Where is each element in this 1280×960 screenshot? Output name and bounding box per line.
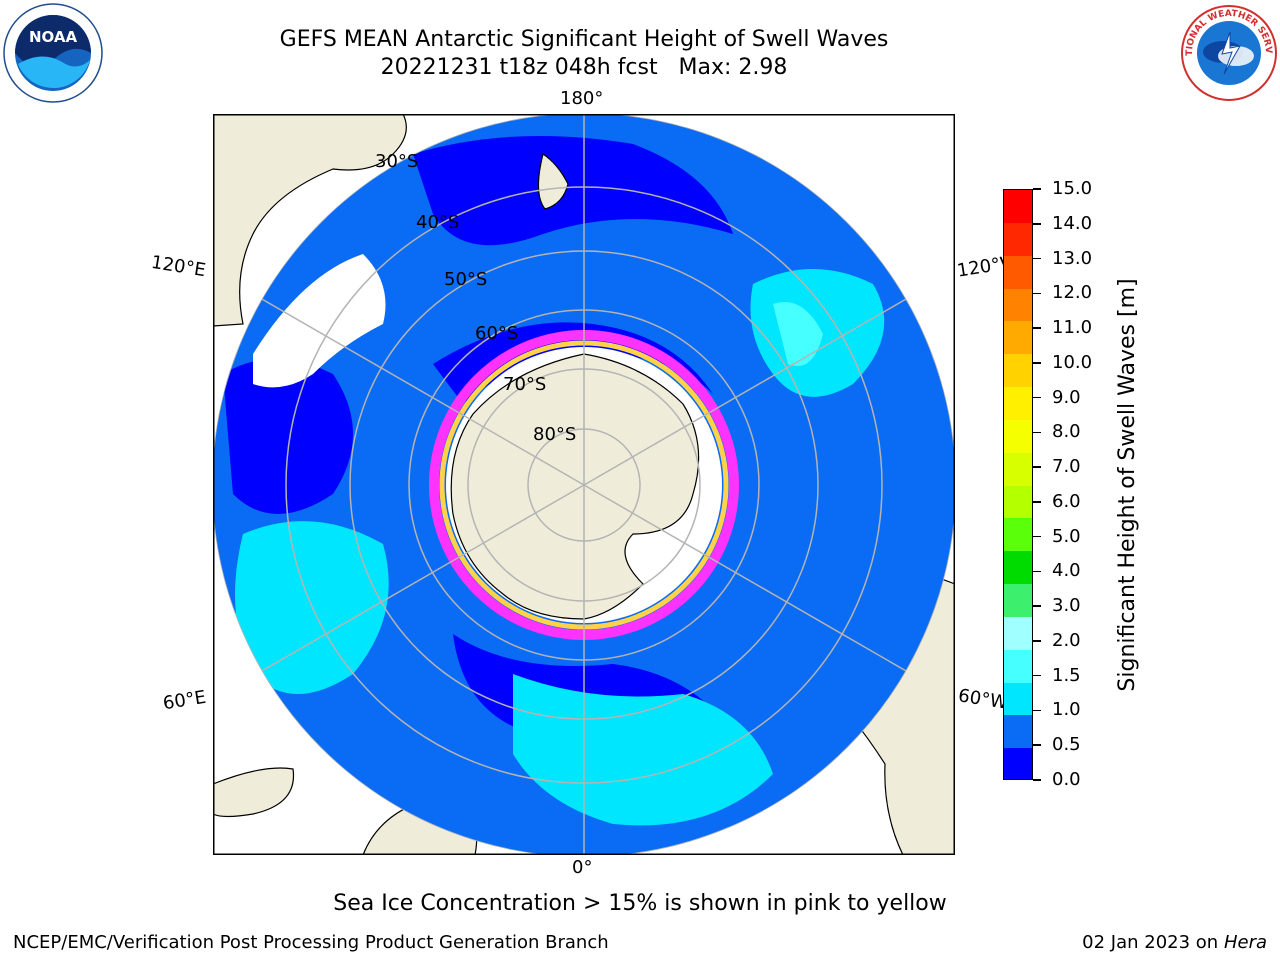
- map-border: [213, 114, 955, 855]
- colorbar-tick-label: 13.0: [1052, 247, 1093, 269]
- colorbar-tick-label: 6.0: [1052, 490, 1081, 512]
- footer-organization: NCEP/EMC/Verification Post Processing Pr…: [13, 932, 609, 953]
- swell-band-high-4: [773, 302, 823, 366]
- plot-subtitle: 20221231 t18z 048h fcst Max: 2.98: [380, 55, 788, 80]
- colorbar-tick: [1033, 674, 1041, 677]
- colorbar-segment: [1004, 649, 1032, 684]
- colorbar-tick: [1033, 605, 1041, 607]
- lat-label-50s: 50°S: [444, 269, 488, 290]
- colorbar-tick-label: 7.0: [1052, 456, 1081, 478]
- polar-map-canvas: [213, 114, 955, 855]
- lat-label-80s: 80°S: [533, 424, 577, 445]
- lon-label-0: 0°: [572, 857, 593, 878]
- colorbar-tick-label: 4.0: [1052, 560, 1081, 582]
- colorbar-segment: [1004, 222, 1032, 257]
- colorbar-segment: [1004, 190, 1032, 224]
- colorbar-tick-label: 8.0: [1052, 421, 1081, 443]
- lon-label-180: 180°: [560, 88, 604, 109]
- colorbar-tick-label: 9.0: [1052, 386, 1081, 408]
- colorbar-tick: [1033, 257, 1041, 260]
- land-new-zealand: [537, 153, 569, 210]
- colorbar-segment: [1004, 452, 1032, 487]
- colorbar-tick-label: 0.0: [1052, 769, 1081, 790]
- colorbar-tick-label: 0.5: [1052, 734, 1081, 756]
- swell-band-low: [413, 136, 733, 246]
- lat-label-60s: 60°S: [475, 323, 519, 344]
- colorbar-tick: [1033, 362, 1041, 364]
- colorbar-tick-label: 5.0: [1052, 525, 1081, 547]
- colorbar-segment: [1004, 616, 1032, 651]
- lon-label-120e: 120°E: [149, 251, 208, 282]
- colorbar-segment: [1004, 419, 1032, 454]
- colorbar-tick-label: 1.5: [1052, 664, 1081, 686]
- footer-machine: Hera: [1223, 932, 1267, 953]
- footer-date: 02 Jan 2023 on Hera: [1082, 933, 1267, 953]
- colorbar-tick: [1033, 535, 1041, 538]
- plot-title: GEFS MEAN Antarctic Significant Height o…: [279, 27, 889, 52]
- colorbar-tick-label: 1.0: [1052, 699, 1081, 721]
- colorbar-tick: [1033, 396, 1041, 399]
- noaa-logo-text: NOAA: [29, 28, 78, 46]
- nws-logo: NATIONAL WEATHER SERVICE: [1178, 2, 1277, 101]
- colorbar-tick: [1033, 744, 1041, 746]
- colorbar-segment: [1004, 288, 1032, 323]
- missing-data: [253, 254, 386, 388]
- colorbar-tick: [1033, 709, 1041, 712]
- land-australia: [213, 114, 407, 327]
- colorbar-segment: [1004, 321, 1032, 356]
- swell-band-low-2: [223, 359, 353, 514]
- lat-label-70s: 70°S: [503, 374, 547, 395]
- colorbar-tick: [1033, 188, 1041, 190]
- land-antarctica: [450, 353, 700, 620]
- lat-label-40s: 40°S: [416, 212, 460, 233]
- colorbar-tick-label: 12.0: [1052, 282, 1093, 304]
- colorbar-segment: [1004, 584, 1032, 618]
- colorbar-title: Significant Height of Swell Waves [m]: [1115, 278, 1140, 692]
- colorbar-tick: [1033, 779, 1041, 781]
- colorbar-segment: [1004, 715, 1032, 750]
- lat-label-30s: 30°S: [375, 151, 419, 172]
- colorbar-segment: [1004, 354, 1032, 388]
- colorbar-tick-label: 11.0: [1052, 317, 1093, 339]
- longitude-grid: [213, 114, 955, 855]
- colorbar-tick-label: 10.0: [1052, 351, 1093, 373]
- colorbar-segment: [1004, 748, 1032, 779]
- colorbar-segment: [1004, 682, 1032, 717]
- lon-label-60w: 60°W: [956, 685, 1010, 714]
- land-madagascar: [213, 767, 295, 818]
- colorbar-tick: [1033, 640, 1041, 642]
- colorbar-segment: [1004, 551, 1032, 585]
- colorbar-tick-label: 15.0: [1052, 178, 1093, 199]
- colorbar-segment: [1004, 485, 1032, 520]
- colorbar-segment: [1004, 518, 1032, 553]
- footer-date-text: 02 Jan 2023 on: [1082, 932, 1224, 953]
- colorbar-tick: [1033, 431, 1041, 434]
- colorbar-tick: [1033, 223, 1041, 225]
- colorbar-tick: [1033, 501, 1041, 503]
- polar-map: 30°S 40°S 50°S 60°S 70°S 80°S: [213, 114, 955, 855]
- colorbar-tick-label: 3.0: [1052, 595, 1081, 617]
- colorbar-tick: [1033, 570, 1041, 573]
- colorbar-tick: [1033, 466, 1041, 468]
- sea-ice-caption: Sea Ice Concentration > 15% is shown in …: [333, 891, 947, 916]
- colorbar-tick-label: 14.0: [1052, 212, 1093, 234]
- colorbar-segment: [1004, 255, 1032, 290]
- lon-label-60e: 60°E: [161, 686, 208, 715]
- noaa-logo: NOAA: [3, 3, 103, 103]
- colorbar-tick: [1033, 292, 1041, 295]
- colorbar-tick: [1033, 327, 1041, 329]
- colorbar-tick-label: 2.0: [1052, 629, 1081, 651]
- colorbar: [1003, 189, 1033, 780]
- colorbar-segment: [1004, 387, 1032, 421]
- swell-band-high-3: [513, 674, 773, 826]
